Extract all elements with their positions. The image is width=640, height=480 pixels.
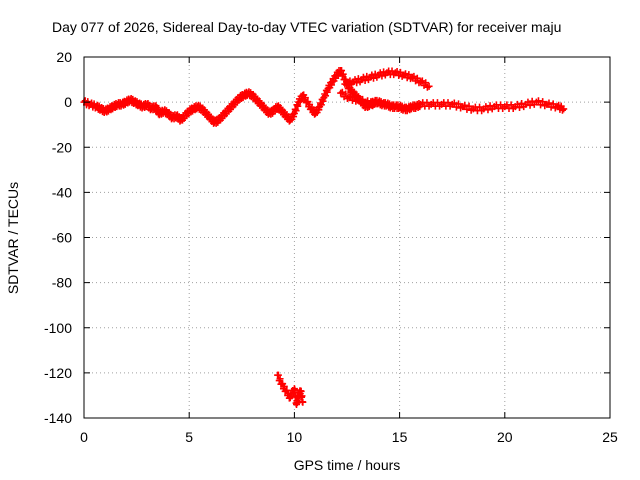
data-point (545, 99, 553, 107)
x-tick-label: 0 (80, 429, 88, 445)
data-point (534, 97, 542, 105)
data-point (526, 101, 534, 109)
data-point (507, 101, 515, 109)
x-tick-label: 15 (392, 429, 408, 445)
data-point (280, 382, 288, 390)
data-point (290, 113, 298, 121)
data-point (276, 375, 284, 383)
y-tick-label: -20 (52, 139, 72, 155)
data-point (549, 100, 557, 108)
data-point (322, 92, 330, 100)
data-point (353, 79, 361, 87)
y-tick-label: 0 (64, 94, 72, 110)
chart-title: Day 077 of 2026, Sidereal Day-to-day VTE… (52, 19, 561, 35)
data-point (484, 106, 492, 114)
data-point (344, 81, 352, 89)
data-point (364, 97, 372, 105)
data-point (425, 82, 433, 90)
data-point (444, 99, 452, 107)
data-point (342, 90, 350, 98)
data-point (301, 94, 309, 102)
y-axis-label: SDTVAR / TECUs (5, 182, 21, 294)
data-point (558, 106, 566, 114)
data-point (370, 74, 378, 82)
data-point (433, 99, 441, 107)
data-point (297, 387, 305, 395)
data-point (315, 106, 323, 114)
data-point (323, 88, 331, 96)
y-tick-label: -100 (44, 320, 72, 336)
x-tick-label: 20 (497, 429, 513, 445)
y-tick-label: -60 (52, 230, 72, 246)
data-point (450, 99, 458, 107)
data-point (355, 95, 363, 103)
data-point (370, 100, 378, 108)
y-tick-label: -80 (52, 275, 72, 291)
data-point (361, 76, 369, 84)
data-point (560, 105, 568, 113)
data-point (327, 81, 335, 89)
data-point (298, 392, 306, 400)
data-points (80, 67, 568, 408)
y-tick-label: -140 (44, 410, 72, 426)
data-point (516, 104, 524, 112)
data-point (339, 70, 347, 78)
y-tick-label: 20 (56, 49, 72, 65)
data-point (319, 97, 327, 105)
x-tick-label: 5 (185, 429, 193, 445)
data-point (497, 101, 505, 109)
data-point (294, 102, 302, 110)
x-axis-label: GPS time / hours (294, 457, 401, 473)
axis-ticks: 0 5 10 15 20 25 20 0 -20 -40 -60 -80 -100 -120 -140 (44, 49, 618, 445)
data-point (378, 72, 386, 80)
x-tick-label: 10 (287, 429, 303, 445)
data-point (393, 67, 401, 75)
data-point (423, 99, 431, 107)
data-point (413, 74, 421, 82)
y-tick-label: -40 (52, 184, 72, 200)
data-point (422, 79, 430, 87)
data-point (476, 103, 484, 111)
data-point (291, 386, 299, 394)
data-point (292, 107, 300, 115)
data-point (306, 100, 314, 108)
data-point (317, 101, 325, 109)
data-point (461, 101, 469, 109)
x-tick-label: 25 (602, 429, 618, 445)
data-point (401, 70, 409, 78)
data-point (455, 100, 463, 108)
data-point (539, 98, 547, 106)
data-point (465, 102, 473, 110)
data-point (274, 371, 282, 379)
data-point (299, 398, 307, 406)
data-point (338, 67, 346, 75)
data-point (347, 92, 355, 100)
y-tick-label: -120 (44, 365, 72, 381)
